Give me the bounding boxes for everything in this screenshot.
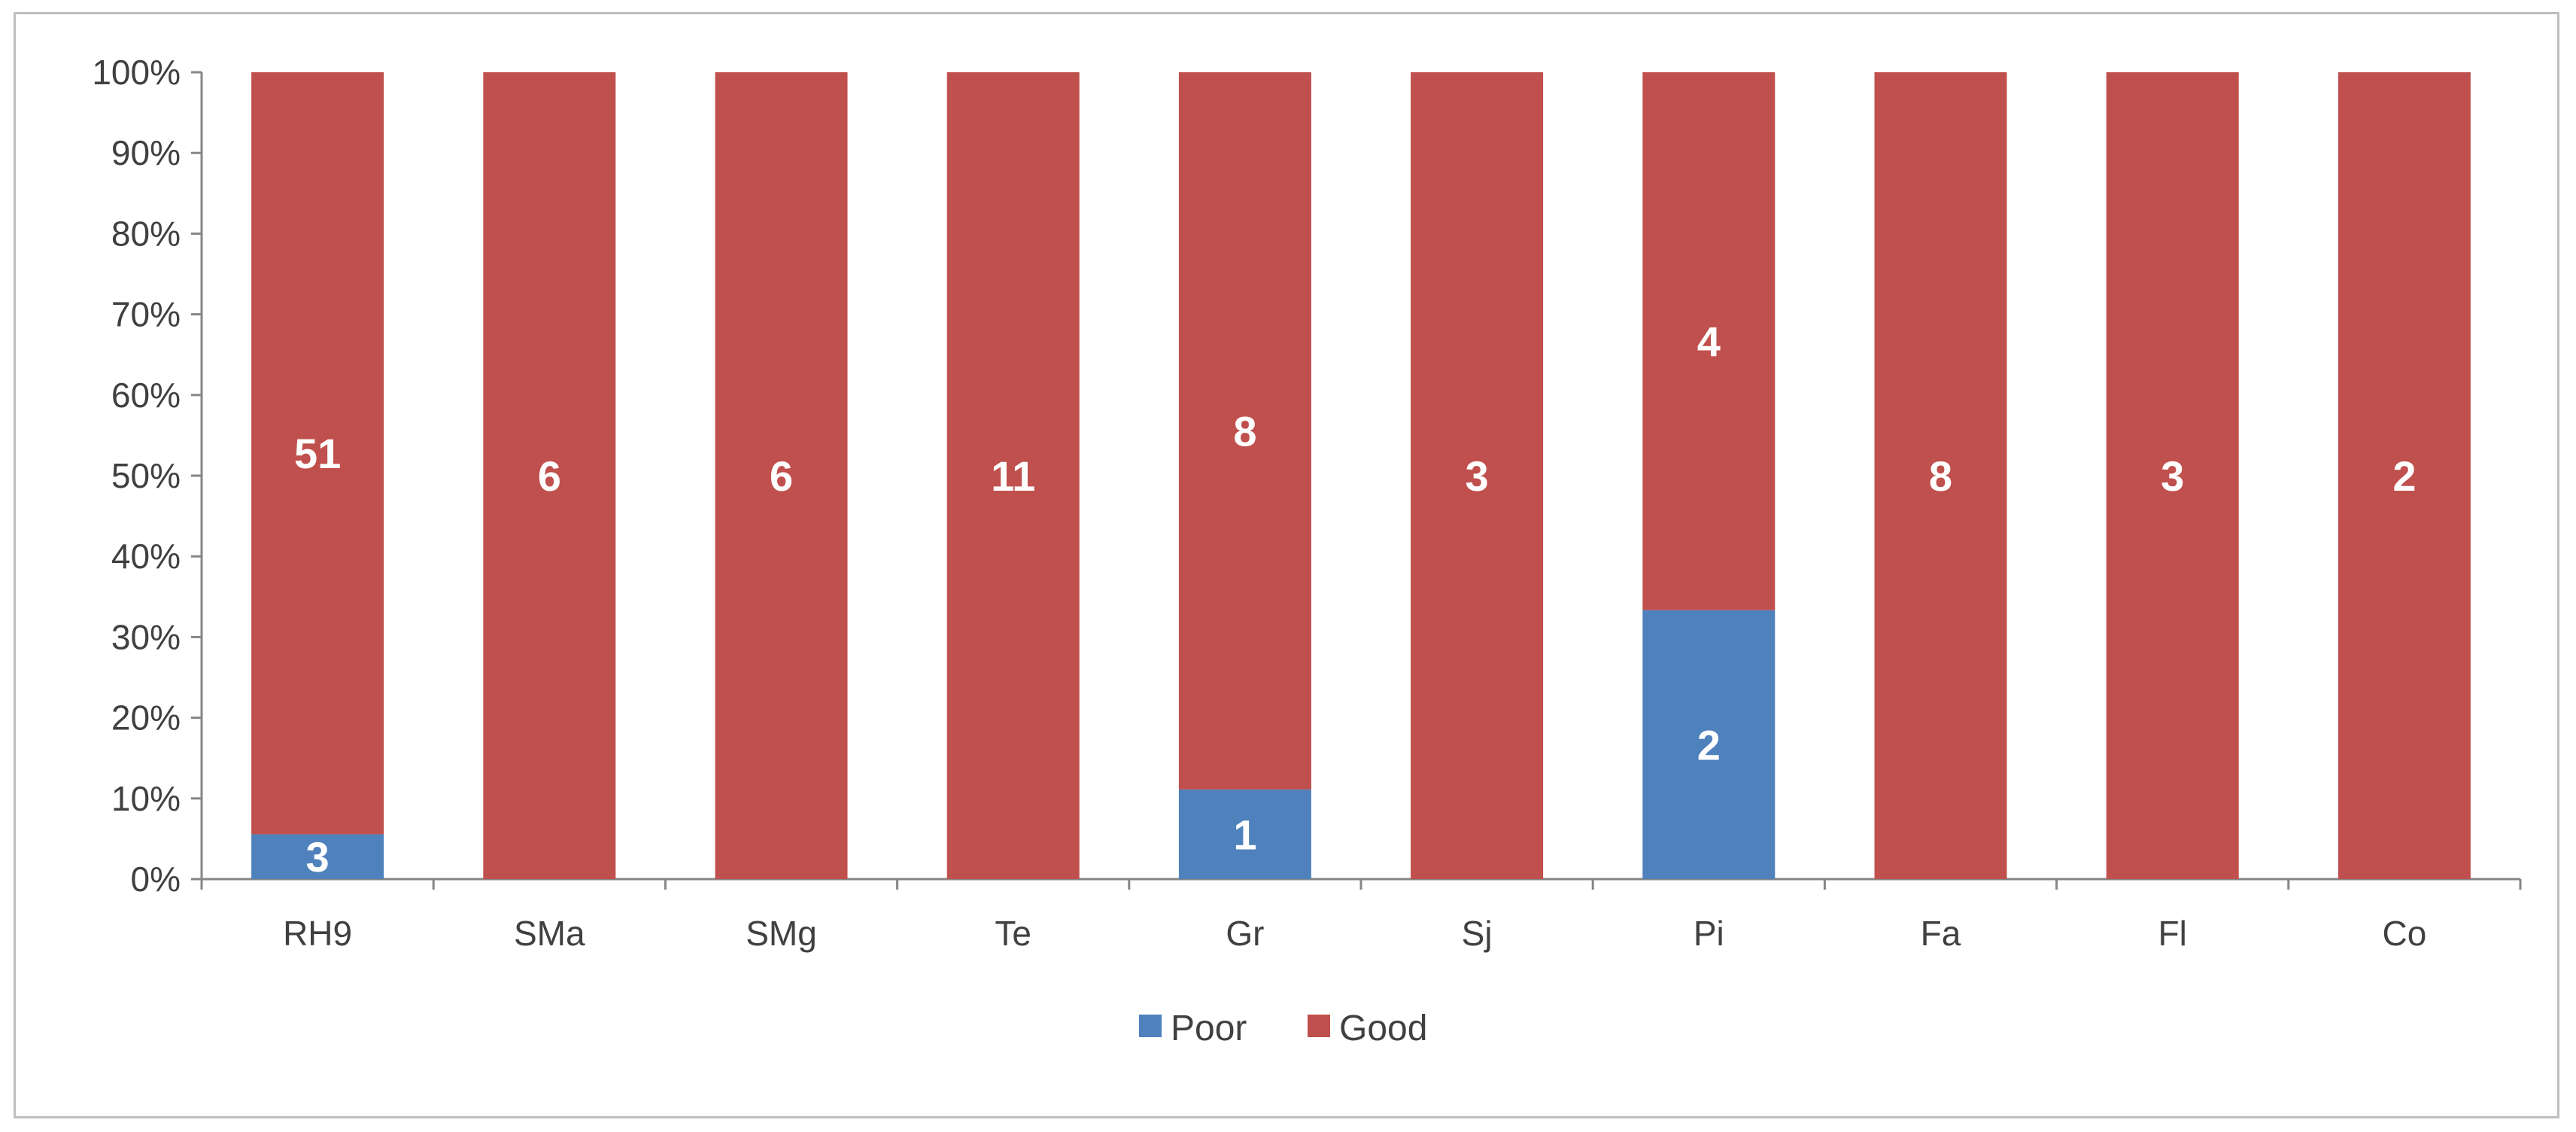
data-label-good-gr: 8 [1233, 407, 1256, 455]
x-tick-label: SMg [746, 914, 817, 953]
data-label-good-co: 2 [2392, 452, 2416, 500]
data-label-poor-rh9: 3 [306, 833, 330, 881]
y-tick-label: 20% [111, 698, 181, 738]
data-label-good-rh9: 51 [294, 430, 341, 477]
y-tick-label: 80% [111, 214, 181, 253]
data-label-good-sj: 3 [1466, 452, 1489, 500]
y-tick-label: 10% [111, 779, 181, 818]
x-tick-label: Co [2382, 914, 2426, 953]
y-tick-label: 40% [111, 537, 181, 576]
bar-good-smg [715, 72, 848, 879]
bar-good-pi [1642, 72, 1776, 610]
y-tick-label: 50% [111, 456, 181, 495]
x-tick-label: Te [995, 914, 1031, 953]
y-tick-label: 0% [131, 860, 181, 899]
bar-good-fa [1874, 72, 2007, 879]
legend-label-good: Good [1339, 1009, 1427, 1048]
data-label-good-sma: 6 [538, 452, 561, 500]
bar-poor-pi [1642, 610, 1776, 879]
bar-good-fl [2106, 72, 2239, 879]
data-label-good-te: 11 [991, 452, 1035, 500]
bar-poor-gr [1178, 789, 1311, 879]
data-label-poor-gr: 1 [1233, 811, 1256, 858]
bar-good-co [2338, 72, 2471, 879]
x-tick-label: Gr [1226, 914, 1264, 953]
legend-swatch-poor [1139, 1015, 1162, 1037]
data-label-good-fl: 3 [2161, 452, 2184, 500]
data-label-good-smg: 6 [770, 452, 793, 500]
data-label-good-fa: 8 [1929, 452, 1952, 500]
y-tick-label: 30% [111, 617, 181, 656]
bar-good-te [946, 72, 1080, 879]
bar-good-rh9 [251, 72, 384, 835]
data-label-good-pi: 4 [1697, 318, 1721, 365]
x-tick-label: SMa [514, 914, 585, 953]
y-tick-label: 100% [92, 53, 181, 92]
bar-poor-rh9 [251, 834, 384, 879]
bar-good-sma [483, 72, 616, 879]
bar-good-sj [1411, 72, 1544, 879]
y-tick-label: 90% [111, 133, 181, 172]
legend-swatch-good [1308, 1015, 1330, 1037]
x-tick-label: Pi [1694, 914, 1724, 953]
data-label-poor-pi: 2 [1697, 721, 1721, 768]
bar-good-gr [1178, 72, 1311, 790]
x-tick-label: Fa [1921, 914, 1961, 953]
x-tick-label: RH9 [283, 914, 352, 953]
legend-label-poor: Poor [1171, 1009, 1247, 1048]
x-tick-label: Fl [2158, 914, 2187, 953]
y-tick-label: 60% [111, 376, 181, 415]
y-tick-label: 70% [111, 295, 181, 334]
x-tick-label: Sj [1462, 914, 1493, 953]
